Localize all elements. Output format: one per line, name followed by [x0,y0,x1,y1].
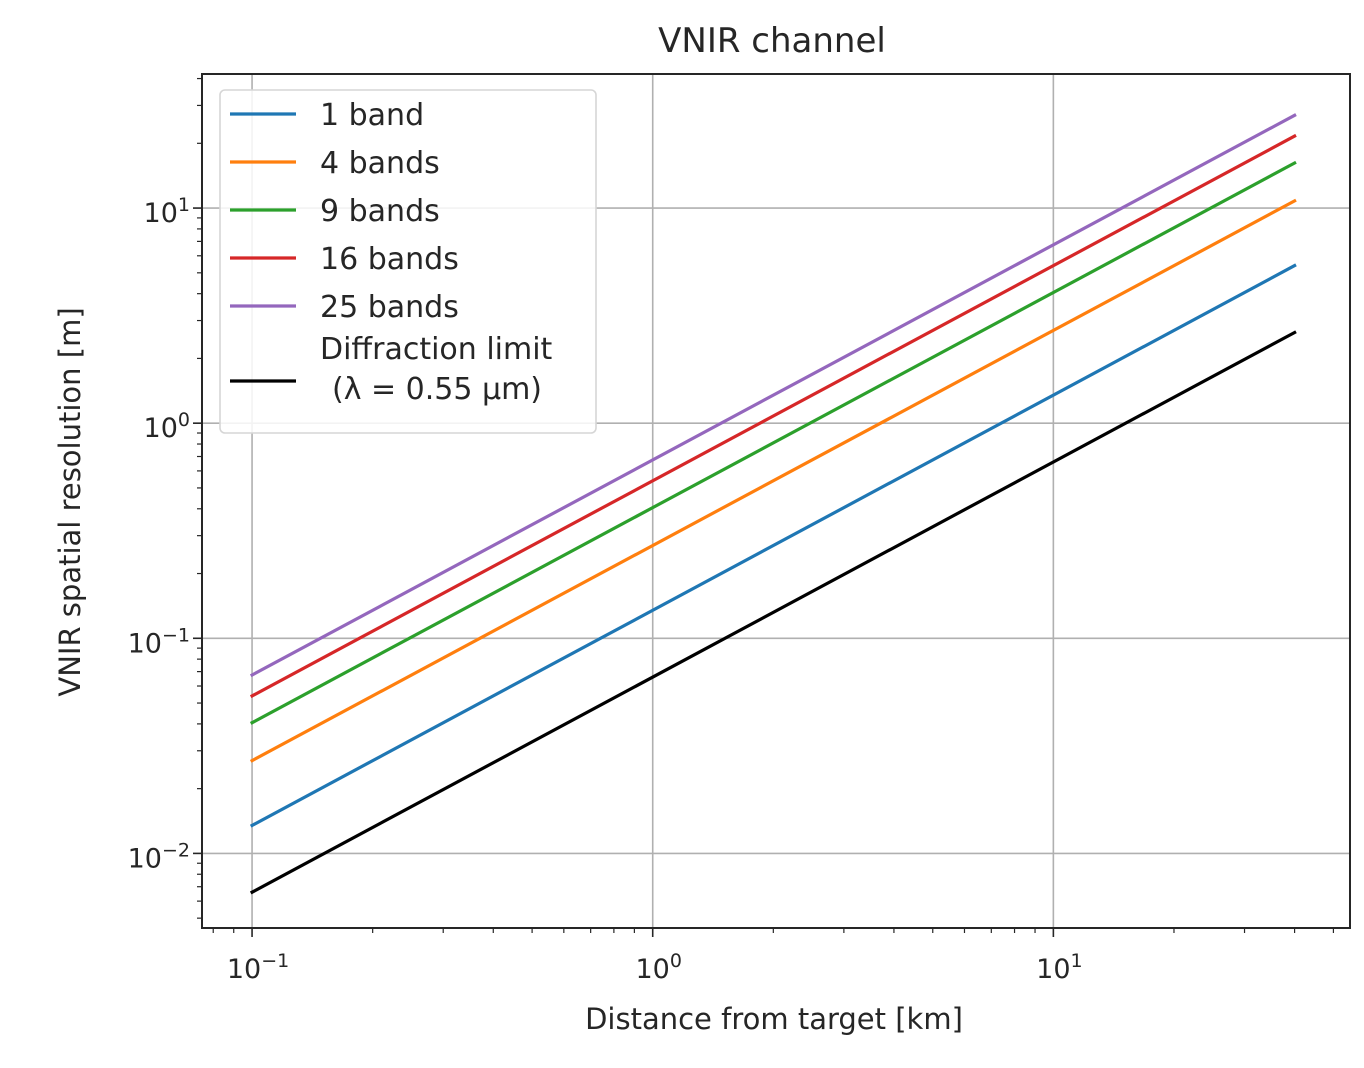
legend-label-4: 25 bands [320,290,459,325]
x-tick-label: 10−1 [227,950,289,985]
y-tick-label: 100 [144,409,190,444]
legend-label-5: Diffraction limit [320,332,553,367]
series-line-5 [249,330,1297,895]
plot-frame [201,73,1351,929]
legend-box [219,89,597,434]
x-tick-label: 101 [1036,950,1082,985]
y-tick-label: 10−2 [128,839,190,874]
series-line-3 [249,133,1297,699]
y-axis-label: VNIR spatial resolution [m] [53,307,87,696]
y-tick-label: 101 [144,194,190,229]
x-tick-label: 100 [635,950,681,985]
legend-label-2: 9 bands [320,194,440,229]
series-lines [249,113,1297,895]
series-line-4 [249,113,1297,678]
axis-ticks: 10−1 100 101 10−2 10−1 100 101 [128,77,1335,985]
legend: 1 band 4 bands 9 bands 16 bands 25 bands Diff… [219,89,597,434]
series-line-2 [249,160,1297,725]
series-line-0 [249,263,1297,828]
legend-label-3: 16 bands [320,242,459,277]
chart-title: VNIR channel [658,21,886,61]
legend-label-5-line2: (λ = 0.55 μm) [332,372,542,407]
legend-label-0: 1 band [320,98,424,133]
y-tick-label: 10−1 [128,624,190,659]
series-line-1 [249,198,1297,763]
x-axis-label: Distance from target [km] [585,1002,963,1036]
legend-label-1: 4 bands [320,146,440,181]
